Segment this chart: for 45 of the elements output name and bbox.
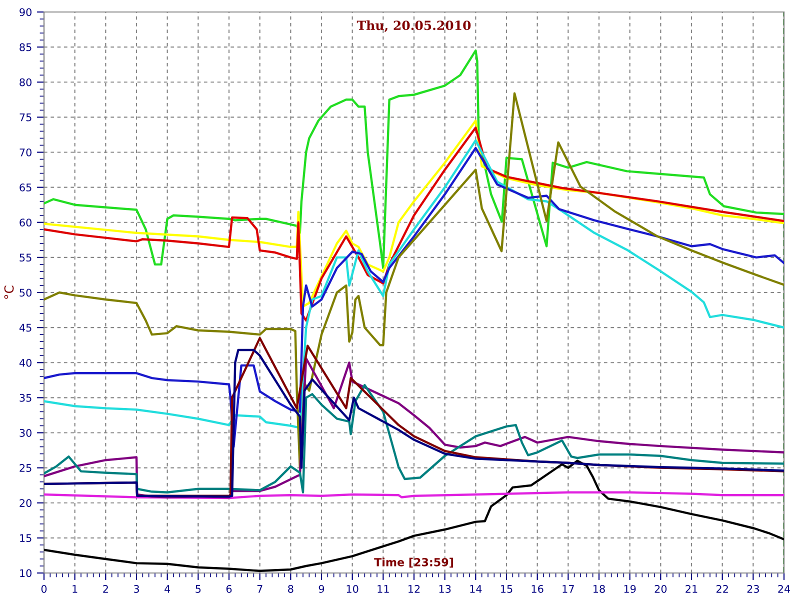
y-tick-label: 40 xyxy=(19,358,32,367)
x-tick-label: 18 xyxy=(594,584,605,593)
y-tick-label: 90 xyxy=(20,8,32,16)
x-tick-label: 24 xyxy=(778,584,790,593)
x-tick-label: 22 xyxy=(716,584,728,593)
y-tick-label: 65 xyxy=(20,184,32,192)
x-tick-label: 21 xyxy=(686,584,698,593)
x-tick-label: 6 xyxy=(226,584,232,593)
y-tick-label: 15 xyxy=(20,534,32,542)
y-tick-label: 45 xyxy=(19,324,32,332)
x-tick-label: 20 xyxy=(654,584,667,593)
y-tick-label: 55 xyxy=(20,254,32,262)
x-tick-label: 10 xyxy=(346,584,358,593)
x-tick-label: 2 xyxy=(103,584,108,593)
x-tick-label: 5 xyxy=(196,585,201,593)
x-tick-label: 16 xyxy=(532,584,544,593)
text: Thu, 20.05.2010 xyxy=(356,20,471,32)
x-tick-label: 8 xyxy=(288,584,294,593)
x-tick-label: 14 xyxy=(470,585,482,593)
x-tick-label: 4 xyxy=(164,585,170,593)
x-tick-label: 11 xyxy=(378,585,389,593)
y-tick-label: 10 xyxy=(20,569,32,578)
x-tick-label: 3 xyxy=(134,584,139,593)
x-tick-label: 13 xyxy=(439,584,451,593)
x-tick-label: 1 xyxy=(72,585,78,593)
x-axis-title: Time [23:59] xyxy=(374,558,453,568)
y-tick-label: 85 xyxy=(20,43,32,52)
x-tick-label: 7 xyxy=(257,585,262,593)
y-tick-label: 35 xyxy=(20,394,32,402)
x-tick-label: 17 xyxy=(562,585,574,593)
y-tick-label: 60 xyxy=(20,218,32,226)
x-tick-label: 15 xyxy=(501,585,512,593)
y-tick-label: 80 xyxy=(20,78,32,86)
y-tick-label: 50 xyxy=(20,288,32,297)
y-tick-label: 70 xyxy=(20,148,32,156)
x-tick-label: 19 xyxy=(624,584,636,593)
y-tick-label: 25 xyxy=(20,464,32,472)
y-axis-title: °C xyxy=(4,286,14,299)
x-tick-label: 12 xyxy=(408,584,420,593)
x-tick-label: 0 xyxy=(41,584,47,593)
x-tick-label: 23 xyxy=(747,584,759,593)
x-tick-label: 9 xyxy=(318,584,324,593)
y-tick-label: 20 xyxy=(20,499,32,507)
y-tick-label: 75 xyxy=(20,114,32,122)
y-tick-label: 30 xyxy=(20,428,32,437)
